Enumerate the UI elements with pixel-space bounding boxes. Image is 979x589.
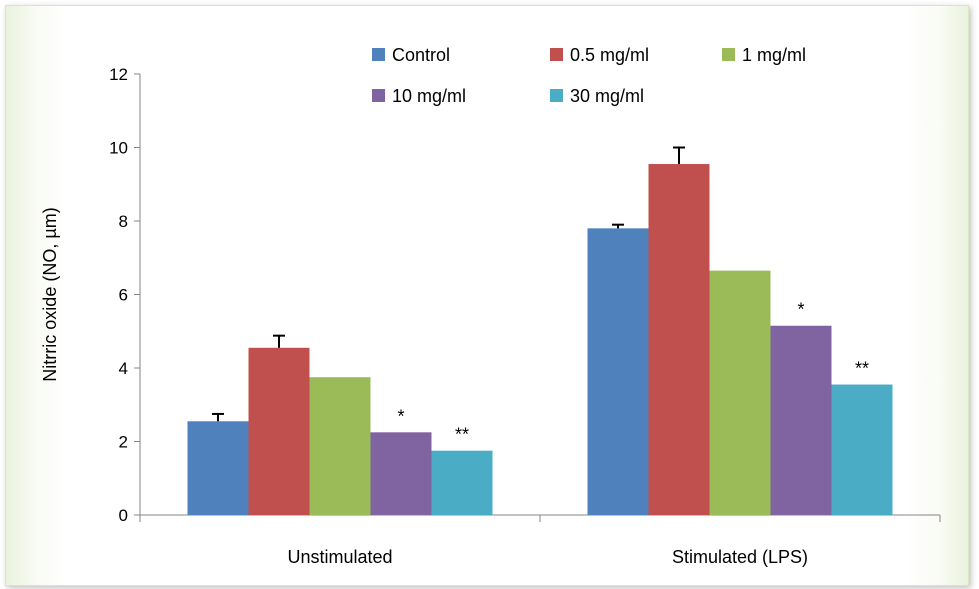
y-tick-label: 10 bbox=[109, 139, 128, 158]
bar bbox=[370, 432, 432, 515]
significance-marker: * bbox=[797, 300, 804, 320]
y-tick-label: 12 bbox=[109, 65, 128, 84]
legend-swatch bbox=[550, 48, 563, 61]
y-tick-label: 0 bbox=[119, 506, 128, 525]
bar bbox=[831, 384, 893, 515]
legend-swatch bbox=[722, 48, 735, 61]
legend-swatch bbox=[372, 89, 385, 102]
bar bbox=[248, 347, 310, 515]
y-axis-label: Nitrric oxide (NO, µm) bbox=[40, 207, 60, 381]
bar bbox=[648, 164, 710, 515]
bar bbox=[187, 421, 249, 515]
y-tick-label: 6 bbox=[119, 286, 128, 305]
legend-label: 0.5 mg/ml bbox=[570, 45, 649, 65]
y-tick-label: 4 bbox=[119, 359, 128, 378]
legend-label: 1 mg/ml bbox=[742, 45, 806, 65]
x-category-label: Unstimulated bbox=[287, 547, 392, 567]
bar bbox=[309, 377, 371, 515]
bar bbox=[770, 325, 832, 515]
legend: Control 0.5 mg/ml 1 mg/ml 10 mg/ml 30 mg/ml bbox=[372, 45, 806, 106]
y-tick-label: 2 bbox=[119, 433, 128, 452]
x-category-label: Stimulated (LPS) bbox=[672, 547, 808, 567]
bar bbox=[431, 450, 493, 515]
legend-swatch bbox=[372, 48, 385, 61]
y-tick-label: 8 bbox=[119, 212, 128, 231]
bar bbox=[709, 270, 771, 515]
legend-label: Control bbox=[392, 45, 450, 65]
bar bbox=[587, 228, 649, 515]
legend-label: 10 mg/ml bbox=[392, 86, 466, 106]
bars bbox=[187, 146, 893, 515]
legend-label: 30 mg/ml bbox=[570, 86, 644, 106]
legend-swatch bbox=[550, 89, 563, 102]
significance-marker: ** bbox=[855, 359, 869, 379]
significance-marker: ** bbox=[455, 425, 469, 445]
significance-marker: * bbox=[397, 406, 404, 426]
